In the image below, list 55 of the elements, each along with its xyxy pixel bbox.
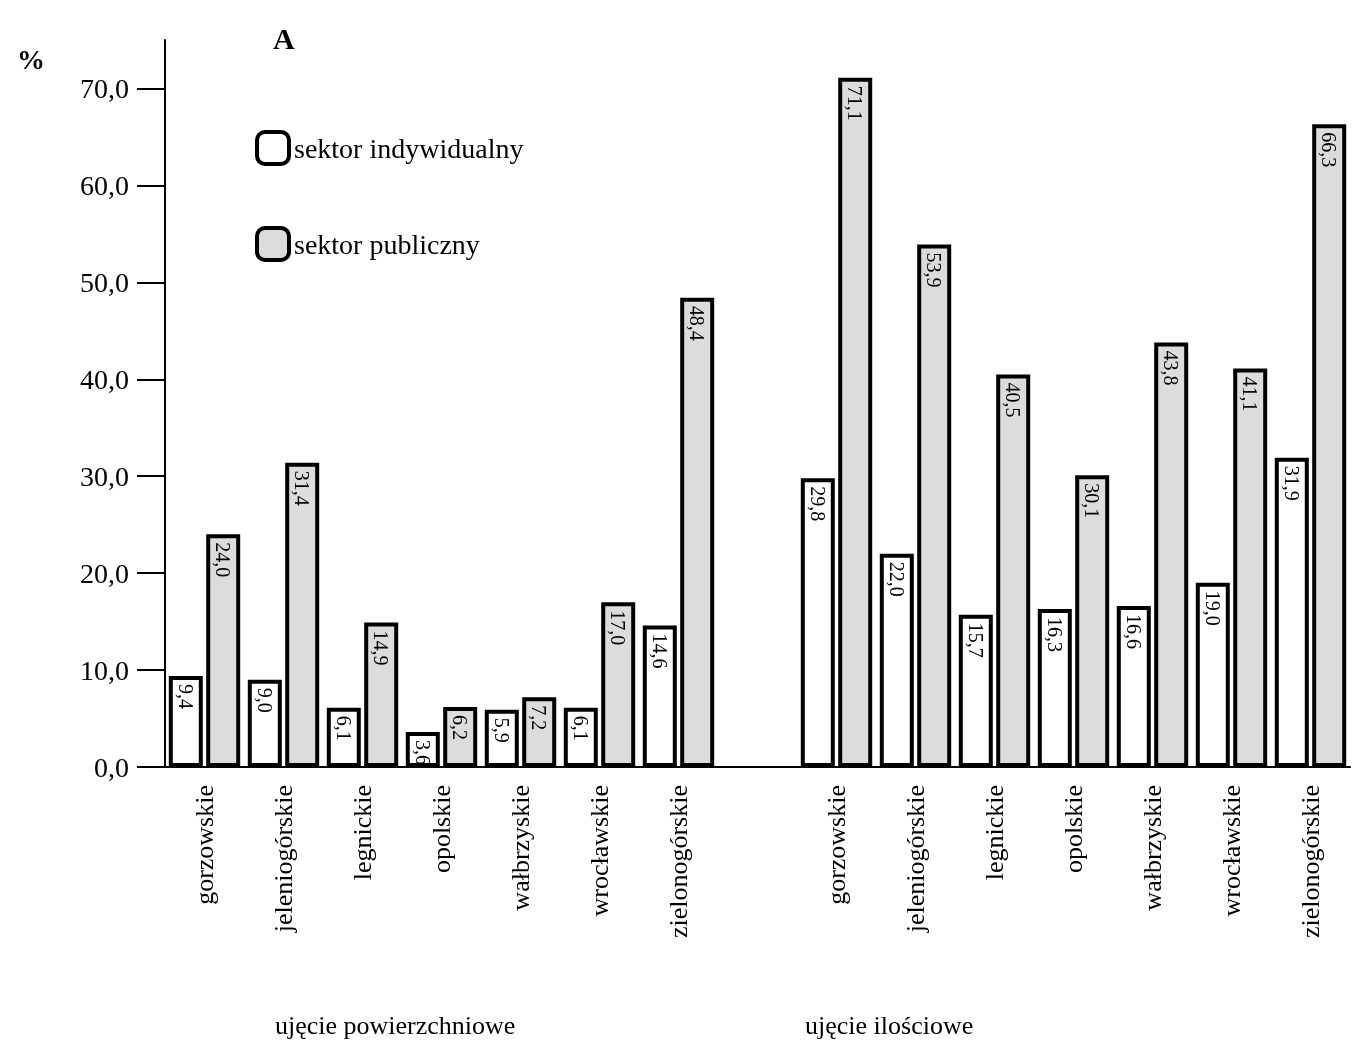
data-label: 24,0 <box>212 542 235 578</box>
data-label: 22,0 <box>885 561 908 597</box>
data-label: 66,3 <box>1318 132 1341 168</box>
data-label: 9,0 <box>253 687 276 713</box>
data-label: 16,3 <box>1043 617 1066 652</box>
y-tick-label: 40,0 <box>80 363 129 395</box>
data-label: 53,9 <box>923 252 946 288</box>
data-label: 31,9 <box>1280 465 1303 501</box>
y-tick-label: 10,0 <box>80 654 129 686</box>
data-label: 14,9 <box>370 630 393 666</box>
data-label: 43,8 <box>1160 350 1183 386</box>
data-label: 5,9 <box>490 717 513 743</box>
x-tick-label: zielonogórskie <box>1296 785 1325 939</box>
data-label: 40,5 <box>1002 382 1025 418</box>
data-label: 48,4 <box>686 305 709 341</box>
data-label: 6,1 <box>332 715 355 741</box>
data-label: 6,2 <box>449 714 472 740</box>
x-tick-label: wrocławskie <box>1217 785 1246 917</box>
data-label: 71,1 <box>844 85 867 121</box>
x-tick-label: legnickie <box>348 785 377 881</box>
legend-label: sektor publiczny <box>294 228 480 260</box>
x-tick-label: opolskie <box>1059 785 1088 874</box>
x-tick-label: wałbrzyskie <box>506 785 535 911</box>
x-tick-label: opolskie <box>427 785 456 874</box>
y-axis-title: % <box>17 43 45 75</box>
legend-label: sektor indywidualny <box>294 132 524 164</box>
data-label: 14,6 <box>648 633 671 669</box>
x-tick-label: gorzowskie <box>190 785 219 905</box>
data-label: 15,7 <box>964 622 987 658</box>
x-tick-label: jeleniogórskie <box>269 785 298 934</box>
x-tick-label: legnickie <box>980 785 1009 881</box>
x-tick-label: zielonogórskie <box>664 785 693 939</box>
data-label: 6,1 <box>569 715 592 741</box>
text: ujęcie powierzchniowe <box>275 1010 516 1040</box>
data-label: 19,0 <box>1201 590 1224 626</box>
data-label: 29,8 <box>806 486 829 522</box>
data-label: 9,4 <box>174 683 197 709</box>
data-label: 17,0 <box>607 610 630 646</box>
y-tick-label: 50,0 <box>80 266 129 298</box>
data-label: 31,4 <box>291 470 314 506</box>
y-tick-label: 70,0 <box>80 72 129 104</box>
data-label: 30,1 <box>1081 483 1104 519</box>
data-label: 16,6 <box>1122 614 1145 650</box>
y-tick-label: 0,0 <box>94 751 129 783</box>
y-tick-label: 30,0 <box>80 460 129 492</box>
y-tick-label: 60,0 <box>80 169 129 201</box>
text: ujęcie ilościowe <box>805 1010 974 1040</box>
data-label: 41,1 <box>1239 376 1262 412</box>
chart-title: A <box>273 21 295 55</box>
x-tick-label: gorzowskie <box>822 785 851 905</box>
x-tick-label: jeleniogórskie <box>901 785 930 934</box>
x-tick-label: wrocławskie <box>585 785 614 917</box>
y-tick-label: 20,0 <box>80 557 129 589</box>
data-label: 7,2 <box>528 705 551 731</box>
x-tick-label: wałbrzyskie <box>1138 785 1167 911</box>
